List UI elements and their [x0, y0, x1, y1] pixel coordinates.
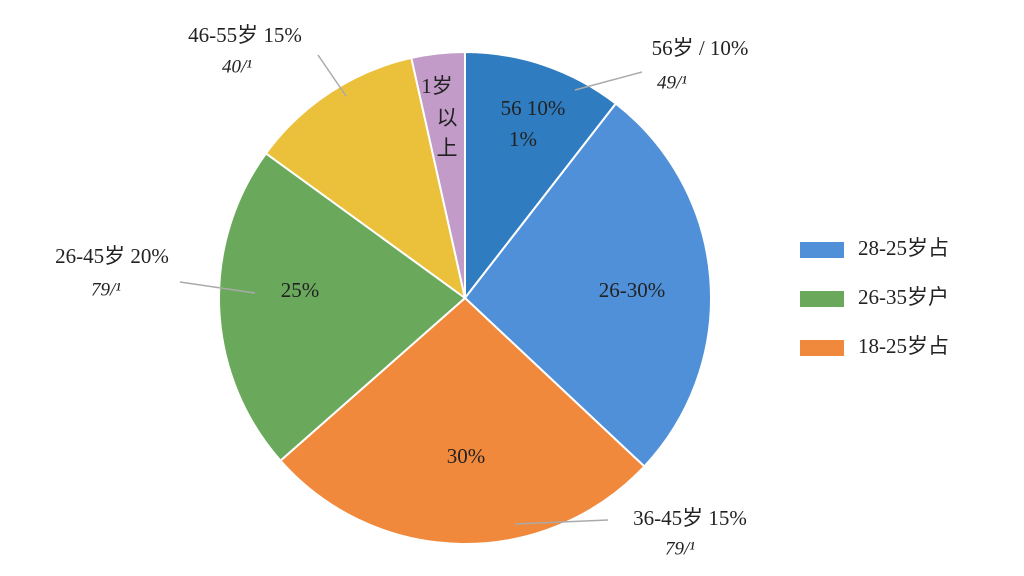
- pie-slice: [279, 296, 646, 545]
- pie-slice: [463, 102, 712, 468]
- leader-line: [514, 519, 609, 525]
- callout-sublabel: 79/¹: [665, 538, 695, 559]
- callout-label: 46-55岁 15%: [188, 23, 302, 47]
- slice-label: 25%: [281, 278, 320, 302]
- slice-label: 26-30%: [599, 278, 666, 302]
- legend-swatch: [800, 242, 844, 258]
- callout-sublabel: 40/¹: [222, 56, 252, 77]
- pie-slice: [464, 50, 618, 301]
- slice-label: 30%: [447, 444, 486, 468]
- slice-label: 上: [437, 136, 458, 160]
- callout-sublabel: 79/¹: [91, 279, 121, 300]
- pie-slice: [264, 56, 467, 301]
- leader-line: [179, 281, 256, 294]
- legend-swatch: [800, 291, 844, 307]
- callout-sublabel: 49/¹: [657, 72, 687, 93]
- slice-label: 1岁: [421, 74, 453, 98]
- legend-label: 18-25岁占: [858, 334, 949, 358]
- pie-slice: [218, 152, 467, 463]
- legend-label: 26-35岁户: [858, 285, 949, 309]
- slice-label: 56 10%: [501, 96, 566, 120]
- slice-label: 1%: [509, 127, 537, 151]
- legend-swatch: [800, 340, 844, 356]
- leader-line: [574, 71, 643, 91]
- callout-label: 26-45岁 20%: [55, 244, 169, 268]
- legend-label: 28-25岁占: [858, 236, 949, 260]
- callout-label: 56岁 / 10%: [652, 36, 749, 60]
- slice-label: 以: [437, 106, 458, 130]
- pie-slice: [410, 50, 466, 299]
- leader-line: [317, 54, 347, 97]
- callout-label: 36-45岁 15%: [633, 506, 747, 530]
